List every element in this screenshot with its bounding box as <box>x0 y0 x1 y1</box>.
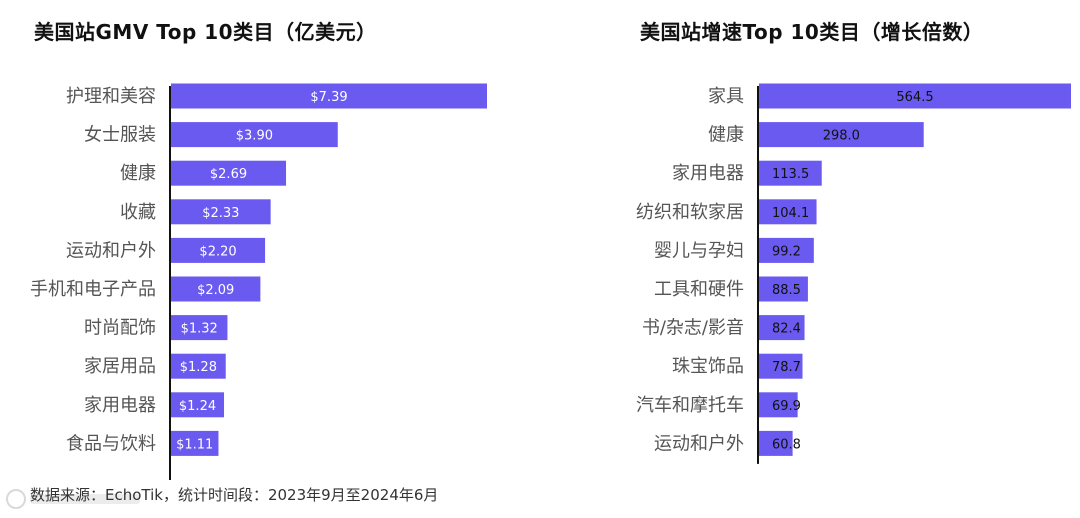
right-bar <box>759 276 808 302</box>
right-category-label: 家用电器 <box>672 163 744 184</box>
left-bar <box>171 276 261 302</box>
left-data-label: $2.09 <box>197 283 234 298</box>
left-category-label: 运动和户外 <box>66 240 156 261</box>
right-category-label: 珠宝饰品 <box>672 356 744 377</box>
left-data-label: $7.39 <box>310 90 347 105</box>
left-bar <box>171 122 338 148</box>
right-bar <box>759 122 924 148</box>
left-category-label: 食品与饮料 <box>66 433 156 454</box>
left-bar-chart: 护理和美容 $7.39 女士服装 $3.90 健康 $2.69 收藏 $2.33 运动和户外 $2… <box>30 83 487 480</box>
right-category-label: 书/杂志/影音 <box>642 318 744 339</box>
right-data-label: 60.8 <box>772 437 801 452</box>
left-bar <box>171 199 271 225</box>
right-data-label: 88.5 <box>772 283 801 298</box>
left-bar <box>171 392 225 418</box>
left-bar <box>171 315 228 341</box>
right-data-label: 69.9 <box>772 399 801 414</box>
right-bar <box>759 237 814 263</box>
watermark-logo <box>6 489 140 509</box>
left-bar <box>171 430 219 456</box>
left-data-label: $1.24 <box>179 399 216 414</box>
left-category-label: 女士服装 <box>84 125 156 146</box>
left-bar <box>171 353 226 379</box>
right-bar <box>759 392 798 418</box>
right-bar <box>759 353 803 379</box>
right-data-label: 113.5 <box>772 167 809 182</box>
left-bar <box>171 160 287 186</box>
right-category-label: 婴儿与孕妇 <box>654 240 744 261</box>
right-data-label: 298.0 <box>823 129 860 144</box>
left-category-label: 收藏 <box>120 202 156 223</box>
right-category-label: 运动和户外 <box>654 433 744 454</box>
right-data-label: 82.4 <box>772 322 801 337</box>
left-data-label: $2.20 <box>199 244 236 259</box>
left-category-label: 护理和美容 <box>66 86 156 107</box>
left-category-label: 健康 <box>120 163 156 184</box>
left-category-label: 手机和电子产品 <box>30 279 156 300</box>
right-category-label: 工具和硬件 <box>654 279 744 300</box>
right-data-label: 564.5 <box>896 90 933 105</box>
right-chart-title: 美国站增速Top 10类目（增长倍数） <box>640 20 984 44</box>
left-category-label: 时尚配饰 <box>84 318 156 339</box>
left-data-label: $1.11 <box>176 437 213 452</box>
right-data-label: 104.1 <box>772 206 809 221</box>
right-bar <box>759 83 1071 109</box>
right-bar <box>759 199 817 225</box>
right-category-label: 家具 <box>708 86 744 107</box>
right-bar <box>759 160 822 186</box>
left-bar <box>171 237 266 263</box>
left-data-label: $2.33 <box>202 206 239 221</box>
left-data-label: $3.90 <box>236 129 273 144</box>
left-category-label: 家用电器 <box>84 395 156 416</box>
right-bar-chart: 家具 564.5 健康 298.0 家用电器 113.5 纺织和软家居 104.1 婴儿与孕妇 9… <box>636 83 1071 464</box>
left-bar <box>171 83 487 109</box>
left-category-label: 家居用品 <box>84 356 156 377</box>
left-chart-title: 美国站GMV Top 10类目（亿美元） <box>34 20 377 44</box>
left-data-label: $2.69 <box>210 167 247 182</box>
right-category-label: 纺织和软家居 <box>636 202 744 223</box>
right-category-label: 健康 <box>708 125 744 146</box>
right-bar <box>759 315 805 341</box>
right-bar <box>759 430 793 456</box>
right-data-label: 78.7 <box>772 360 801 375</box>
right-data-label: 99.2 <box>772 244 801 259</box>
left-data-label: $1.28 <box>180 360 217 375</box>
right-category-label: 汽车和摩托车 <box>636 395 744 416</box>
left-data-label: $1.32 <box>181 322 218 337</box>
data-source-footer: 数据来源：EchoTik，统计时间段：2023年9月至2024年6月 <box>30 486 439 504</box>
